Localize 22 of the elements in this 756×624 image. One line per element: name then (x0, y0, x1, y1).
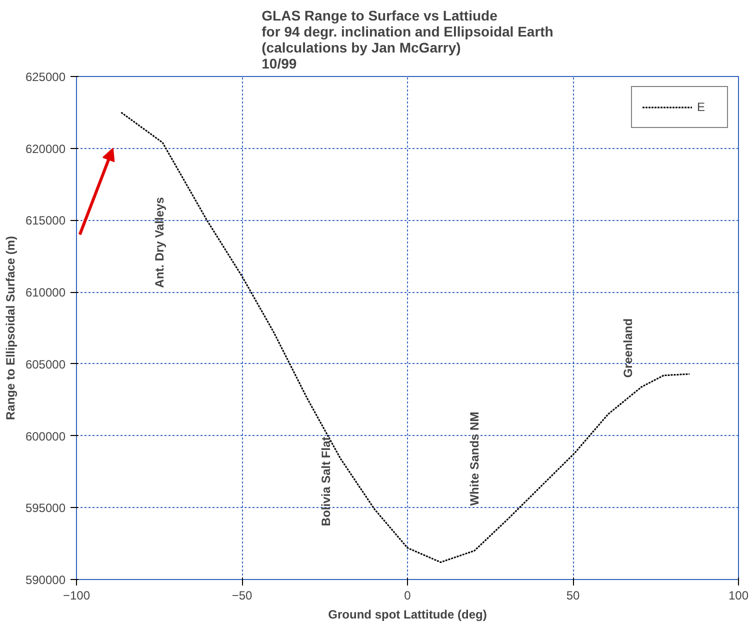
annotation: Ant. Dry Valleys (152, 196, 166, 288)
y-tick-label: 620000 (25, 142, 66, 156)
y-tick-label: 605000 (25, 357, 66, 372)
annotation: White Sands NM (467, 412, 482, 506)
annotation: Bolivia Salt Flat (319, 436, 334, 526)
y-tick-label: 610000 (25, 286, 66, 300)
chart-title: GLAS Range to Surface vs Lattiude for 94 degr. inclination and Ellipsoidal Earth (calculations by Jan McGarry) 10/99 (262, 8, 554, 72)
line-series (120, 112, 690, 564)
x-tick-label: 50 (566, 588, 580, 602)
y-tick-label: 600000 (25, 429, 66, 444)
annotation: Greenland (620, 318, 635, 378)
x-tick-label: −50 (232, 588, 253, 602)
x-tick-label: −100 (62, 588, 90, 602)
y-axis-title: Range to Ellipsoidal Surface (m) (3, 236, 18, 420)
x-tick-label: 0 (404, 588, 412, 602)
y-tick-label: 625000 (25, 70, 66, 84)
x-tick-label: 100 (728, 588, 749, 602)
y-tick-label: 595000 (25, 501, 66, 516)
legend-label: E (697, 100, 706, 114)
y-tick-label: 590000 (25, 573, 66, 587)
x-axis-title: Ground spot Lattitude (deg) (328, 608, 487, 622)
y-tick-label: 615000 (25, 214, 66, 228)
